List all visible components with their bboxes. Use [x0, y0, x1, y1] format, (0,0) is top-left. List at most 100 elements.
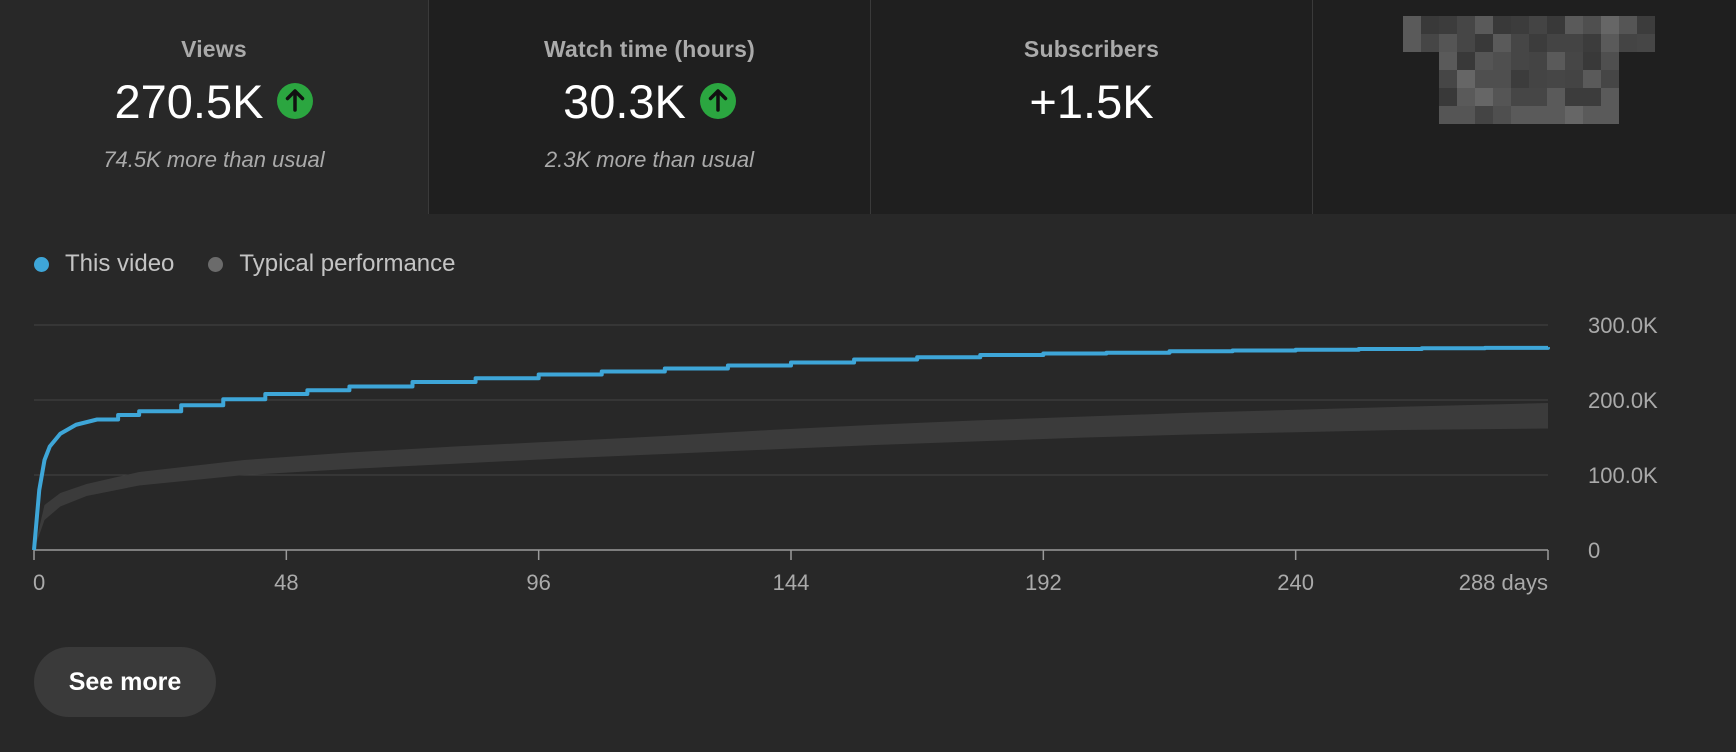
blur-pixel — [1601, 88, 1619, 106]
blur-pixel — [1637, 16, 1655, 34]
metric-card-subscribers[interactable]: Subscribers +1.5K — [870, 0, 1312, 214]
x-tick-label: 96 — [526, 570, 550, 595]
blur-pixel — [1457, 16, 1475, 34]
blur-pixel — [1511, 70, 1529, 88]
legend-label: Typical performance — [239, 250, 456, 277]
x-tick-label: 192 — [1025, 570, 1062, 595]
blur-pixel — [1439, 16, 1457, 34]
blur-pixel — [1439, 106, 1457, 124]
blur-pixel — [1457, 70, 1475, 88]
metric-card-watch-time[interactable]: Watch time (hours) 30.3K 2.3K more than … — [428, 0, 870, 214]
blur-pixel — [1511, 106, 1529, 124]
blur-pixel — [1439, 52, 1457, 70]
metric-value: 270.5K — [114, 74, 264, 128]
blur-pixel — [1529, 16, 1547, 34]
blur-pixel — [1439, 34, 1457, 52]
blur-pixel — [1421, 34, 1439, 52]
blur-pixel — [1529, 52, 1547, 70]
metric-value: 30.3K — [563, 74, 686, 128]
x-tick-label: 144 — [773, 570, 810, 595]
blur-pixel — [1547, 16, 1565, 34]
blur-pixel — [1457, 34, 1475, 52]
blurred-content-image — [1403, 16, 1655, 124]
metric-card-views[interactable]: Views 270.5K 74.5K more than usual — [0, 0, 428, 214]
typical-performance-band — [34, 403, 1548, 550]
blur-pixel — [1529, 88, 1547, 106]
blur-pixel — [1403, 34, 1421, 52]
blur-pixel — [1511, 34, 1529, 52]
metric-value: +1.5K — [1029, 74, 1154, 128]
metric-title: Views — [181, 36, 247, 62]
metric-note: 2.3K more than usual — [544, 147, 755, 172]
blur-pixel — [1475, 34, 1493, 52]
blur-pixel — [1565, 52, 1583, 70]
legend-label: This video — [65, 250, 175, 277]
y-tick-label: 300.0K — [1588, 313, 1658, 338]
blur-pixel — [1601, 34, 1619, 52]
legend-item-this-video: This video — [34, 250, 174, 278]
blur-pixel — [1493, 70, 1511, 88]
blur-pixel — [1547, 88, 1565, 106]
blur-pixel — [1565, 34, 1583, 52]
arrow-up-icon — [699, 83, 736, 119]
blur-pixel — [1601, 70, 1619, 88]
blur-pixel — [1583, 88, 1601, 106]
blur-pixel — [1421, 16, 1439, 34]
blur-pixel — [1511, 16, 1529, 34]
blur-pixel — [1601, 16, 1619, 34]
metric-note: 74.5K more than usual — [103, 147, 325, 172]
blur-pixel — [1529, 70, 1547, 88]
blur-pixel — [1601, 52, 1619, 70]
blur-pixel — [1475, 16, 1493, 34]
y-tick-label: 0 — [1588, 538, 1600, 563]
blur-pixel — [1475, 70, 1493, 88]
blur-pixel — [1583, 34, 1601, 52]
blur-pixel — [1529, 34, 1547, 52]
y-tick-label: 100.0K — [1588, 463, 1658, 488]
blur-pixel — [1529, 106, 1547, 124]
blur-pixel — [1601, 106, 1619, 124]
blur-pixel — [1493, 106, 1511, 124]
blur-pixel — [1547, 106, 1565, 124]
blur-pixel — [1511, 88, 1529, 106]
blur-pixel — [1439, 88, 1457, 106]
metrics-row: Views 270.5K 74.5K more than usual Watch… — [0, 0, 1736, 214]
x-tick-label: 288 days — [1459, 570, 1548, 595]
blur-pixel — [1511, 52, 1529, 70]
blur-pixel — [1619, 16, 1637, 34]
see-more-button[interactable]: See more — [34, 647, 216, 717]
blur-pixel — [1565, 88, 1583, 106]
blur-pixel — [1547, 70, 1565, 88]
chart-legend: This video Typical performance — [34, 250, 489, 278]
blur-pixel — [1547, 34, 1565, 52]
x-tick-label: 48 — [274, 570, 298, 595]
blur-pixel — [1583, 52, 1601, 70]
blur-pixel — [1583, 16, 1601, 34]
blur-pixel — [1475, 106, 1493, 124]
blur-pixel — [1583, 106, 1601, 124]
blur-pixel — [1493, 88, 1511, 106]
blur-pixel — [1493, 52, 1511, 70]
blur-pixel — [1439, 70, 1457, 88]
typical-dot-icon — [208, 256, 224, 272]
blur-pixel — [1547, 52, 1565, 70]
this-video-line — [32, 345, 1550, 551]
blur-pixel — [1493, 34, 1511, 52]
x-tick-label: 240 — [1277, 570, 1314, 595]
metric-title: Watch time (hours) — [543, 36, 756, 62]
legend-item-typical: Typical performance — [208, 250, 455, 278]
blur-pixel — [1565, 106, 1583, 124]
arrow-up-icon — [277, 83, 314, 119]
blur-pixel — [1475, 88, 1493, 106]
views-chart[interactable]: 300.0K 200.0K 100.0K 0 0 48 96 144 192 240 288 day… — [0, 300, 1736, 600]
blur-pixel — [1493, 16, 1511, 34]
blur-pixel — [1403, 16, 1421, 34]
metric-title: Subscribers — [1023, 36, 1160, 62]
x-tick-label: 0 — [33, 570, 45, 595]
blur-pixel — [1565, 16, 1583, 34]
blur-pixel — [1619, 34, 1637, 52]
blur-pixel — [1583, 70, 1601, 88]
metric-card-hidden[interactable] — [1312, 0, 1736, 214]
blur-pixel — [1565, 70, 1583, 88]
blur-pixel — [1637, 34, 1655, 52]
